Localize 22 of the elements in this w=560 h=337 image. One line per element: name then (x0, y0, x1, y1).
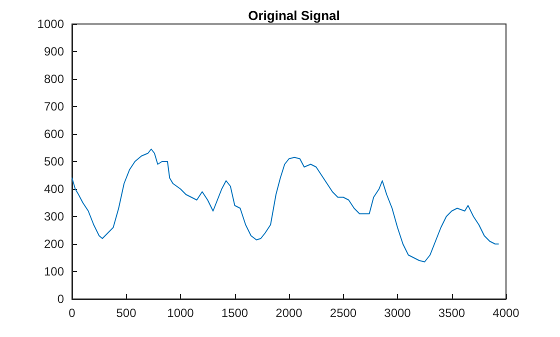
y-tick-label: 200 (44, 237, 64, 251)
y-tick-label: 1000 (37, 17, 64, 31)
x-tick-label: 3500 (438, 306, 466, 320)
y-tick-label: 500 (44, 154, 64, 168)
x-tick-label: 2000 (276, 306, 303, 320)
y-tick-label: 900 (44, 44, 64, 58)
x-tick-label: 1500 (221, 306, 248, 320)
y-tick-label: 800 (44, 72, 64, 86)
y-tick-label: 400 (44, 182, 64, 196)
x-tick-label: 2500 (330, 306, 357, 320)
line-series (72, 148, 499, 262)
x-tick-label: 500 (116, 306, 137, 320)
y-tick-label: 300 (44, 210, 64, 224)
x-tick-label: 3000 (384, 306, 412, 320)
chart-title: Original Signal (248, 8, 340, 23)
y-tick-label: 100 (44, 264, 64, 278)
y-tick-label: 700 (44, 100, 64, 114)
y-tick-label: 600 (44, 127, 64, 141)
x-tick-label: 0 (68, 306, 76, 320)
y-tick-label: 0 (57, 292, 64, 306)
x-tick-label: 4000 (492, 306, 520, 320)
x-tick-label: 1000 (167, 306, 194, 320)
